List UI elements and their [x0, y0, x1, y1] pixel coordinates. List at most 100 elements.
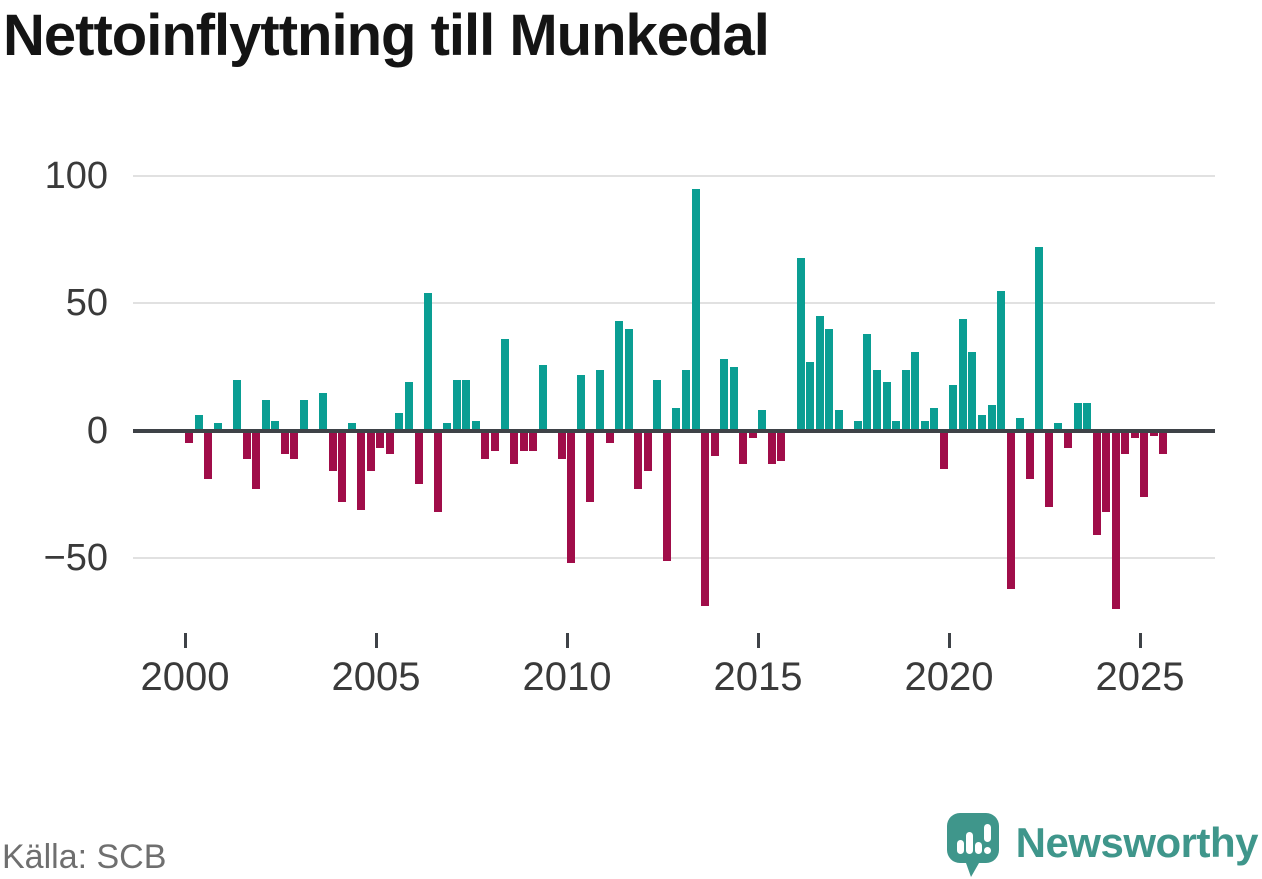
bar-2024Q2 [1111, 430, 1120, 609]
x-axis-label: 2000 [140, 655, 230, 699]
bar-2024Q3 [1121, 430, 1130, 454]
bar-2011Q1 [605, 430, 614, 444]
y-axis-label: −50 [43, 537, 108, 580]
newsworthy-icon [946, 813, 999, 877]
bar-2013Q3 [701, 430, 709, 607]
bar-2011Q4 [634, 430, 643, 490]
bar-2002Q4 [290, 430, 299, 459]
bar-2025Q1 [1140, 430, 1149, 497]
bar-2005Q2 [385, 430, 394, 454]
bar-2004Q2 [347, 423, 356, 431]
bar-2008Q2 [500, 339, 509, 431]
x-axis-label: 2025 [1095, 655, 1185, 699]
bar-2022Q4 [1054, 423, 1063, 431]
bar-2019Q1 [911, 351, 920, 431]
bar-2021Q4 [1016, 418, 1025, 431]
bar-2019Q4 [939, 430, 948, 469]
bar-2008Q1 [490, 430, 499, 452]
x-axis-tick [756, 633, 760, 648]
x-axis-tick [1138, 633, 1142, 648]
bar-2020Q1 [949, 384, 958, 431]
bar-2014Q2 [729, 367, 738, 431]
bar-2025Q2 [1149, 430, 1158, 436]
bar-2024Q4 [1130, 430, 1139, 439]
bar-2023Q4 [1092, 430, 1101, 536]
bar-2022Q3 [1044, 430, 1053, 508]
x-axis-tick [374, 633, 378, 648]
bar-2021Q2 [997, 290, 1006, 431]
bar-2017Q3 [853, 420, 862, 431]
bar-2016Q2 [806, 361, 814, 431]
bar-2016Q4 [825, 328, 834, 431]
bar-2012Q2 [653, 379, 662, 431]
y-gridline [133, 175, 1215, 177]
newsworthy-logo: Newsworthy [946, 812, 1259, 878]
bar-2005Q3 [395, 412, 404, 431]
bar-2007Q3 [471, 420, 480, 431]
bar-2018Q2 [882, 382, 891, 431]
bar-2013Q2 [691, 188, 700, 431]
bar-2011Q3 [624, 328, 633, 431]
bar-2007Q4 [481, 430, 490, 459]
x-axis-label: 2020 [904, 655, 994, 699]
bar-2022Q2 [1035, 247, 1044, 431]
bar-2008Q3 [510, 430, 518, 464]
bar-2002Q3 [280, 430, 289, 454]
bar-2012Q4 [672, 407, 681, 431]
bar-2001Q3 [242, 430, 251, 459]
bar-2007Q2 [462, 379, 471, 431]
x-axis-tick [565, 633, 569, 648]
bar-2000Q1 [185, 430, 194, 444]
bar-2006Q4 [443, 423, 452, 431]
y-gridline [133, 302, 1215, 305]
bar-2014Q4 [748, 430, 757, 439]
bar-2007Q1 [452, 379, 461, 431]
bar-2003Q1 [299, 400, 308, 431]
bar-2009Q2 [538, 364, 547, 431]
bar-2015Q1 [758, 410, 767, 431]
bar-2024Q1 [1102, 430, 1111, 513]
bar-2006Q2 [424, 293, 433, 431]
bar-2006Q3 [433, 430, 442, 513]
bar-2020Q2 [958, 318, 967, 431]
bar-2018Q1 [872, 369, 881, 431]
x-axis-tick [183, 633, 187, 648]
bar-2022Q1 [1025, 430, 1034, 480]
bar-2001Q2 [233, 379, 242, 431]
bar-2005Q4 [405, 382, 413, 431]
bar-2010Q2 [576, 374, 585, 431]
bar-2017Q1 [834, 410, 843, 431]
bar-2025Q3 [1159, 430, 1168, 454]
bar-2018Q4 [901, 369, 910, 431]
bar-2017Q4 [863, 333, 872, 431]
bar-2015Q2 [767, 430, 776, 464]
newsworthy-wordmark: Newsworthy [1015, 819, 1259, 866]
bar-2008Q4 [519, 430, 528, 452]
bar-2015Q3 [777, 430, 786, 462]
bar-2004Q4 [366, 430, 375, 472]
bar-2001Q4 [252, 430, 261, 490]
zero-line [133, 428, 1215, 433]
bar-2023Q2 [1073, 402, 1082, 431]
bar-2003Q3 [319, 392, 327, 431]
bar-2003Q4 [328, 430, 337, 472]
bar-2000Q2 [194, 415, 203, 431]
bar-2004Q1 [338, 430, 347, 502]
bar-2004Q3 [357, 430, 366, 510]
y-axis-label: 50 [65, 282, 108, 325]
bar-2005Q1 [376, 430, 385, 449]
bar-2018Q3 [892, 420, 900, 431]
bar-2013Q4 [710, 430, 719, 457]
bar-2002Q2 [271, 420, 280, 431]
bar-2023Q3 [1083, 402, 1091, 431]
y-gridline [133, 557, 1215, 560]
bar-2021Q3 [1006, 430, 1015, 589]
bar-2019Q3 [930, 407, 939, 431]
bar-2020Q4 [978, 415, 986, 431]
bar-2009Q4 [557, 430, 566, 459]
bar-2010Q3 [586, 430, 595, 502]
bar-2020Q3 [968, 351, 977, 431]
bar-2016Q3 [815, 316, 824, 431]
bar-2010Q1 [567, 430, 576, 564]
